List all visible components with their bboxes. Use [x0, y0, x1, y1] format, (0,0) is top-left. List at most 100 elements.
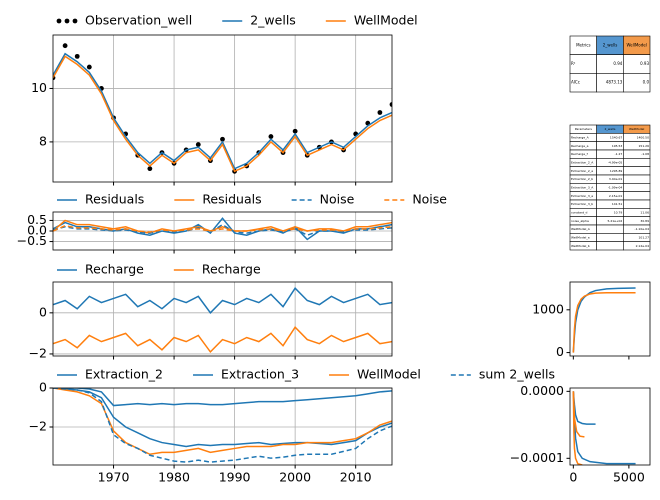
table-cell [623, 73, 651, 93]
table-cell [623, 199, 651, 209]
series-line [572, 391, 596, 425]
panel: 0.0000 −0.0001 0 5000 [510, 383, 651, 485]
table-cell [596, 224, 624, 234]
plot-area [53, 217, 392, 241]
legend-dot [56, 18, 62, 24]
table-cell-text: 1540.67 [610, 136, 622, 140]
axes-frame [52, 211, 393, 251]
table-cell [623, 166, 651, 176]
table-cell-text: Recharge_A [571, 136, 590, 140]
table-cell [596, 241, 624, 251]
y-tick-label: 0 [39, 304, 47, 319]
table-cell-text: -1.08 [641, 152, 649, 156]
table-cell-text: -1.10e-04 [634, 227, 649, 231]
table-header-text: 2_wells [605, 127, 616, 131]
table-cell-text: Recharge_a [571, 144, 589, 148]
series-line [53, 52, 392, 170]
table-cell [623, 158, 651, 167]
y-tick-label: 10 [31, 80, 47, 95]
y-tick-label: 0.5 [27, 212, 47, 227]
legend-label: Extraction_3 [221, 367, 299, 382]
series-line [53, 326, 392, 354]
series-line [572, 291, 636, 353]
legend-label: 2_wells [250, 13, 296, 28]
table-cell-text: 30.89 [640, 219, 649, 223]
y-tick-label: 1000 [532, 301, 564, 316]
table-cell-text: 5.21e+02 [607, 219, 622, 223]
plot-area [53, 43, 392, 174]
axes-frame [569, 281, 651, 357]
axes-frame [52, 34, 393, 183]
observation-dot [377, 110, 383, 115]
series-line [572, 391, 583, 465]
panel: 0 1000 [532, 281, 651, 360]
y-tick-label: 0 [39, 380, 47, 395]
observation-dot [74, 53, 80, 59]
panel: 0.50.0−0.5 Residuals Residuals Noise Noise [17, 192, 447, 254]
table-cell-text: 195.53 [612, 144, 623, 148]
table-cell-text: -1.27 [615, 152, 623, 156]
table-cell-text: -4.99e-05 [608, 161, 623, 165]
table-header-text: WellModel [629, 127, 644, 131]
legend-label: Residuals [85, 192, 144, 207]
table-cell-text: 4873.13 [606, 80, 623, 85]
table-cell-text: 101.27 [639, 236, 650, 240]
table-cell-text: 0.0 [643, 80, 650, 85]
x-tick-label: 0 [569, 470, 577, 485]
series-line [53, 219, 392, 234]
legend-label: Observation_well [85, 13, 192, 28]
table-header-text: Metrics [576, 42, 591, 47]
legend-dot [72, 18, 78, 24]
observation-dot [292, 128, 298, 134]
observation-dot [220, 136, 225, 142]
legend-label: WellModel [357, 367, 421, 382]
legend-dot [64, 18, 70, 24]
x-tick-label: 1980 [158, 470, 190, 485]
observation-dot [268, 134, 274, 139]
table-cell-text: Extraction_3_A [571, 186, 594, 190]
legend-label: Residuals [202, 192, 261, 207]
legend-label: Noise [412, 192, 447, 207]
plot-area [572, 391, 636, 465]
observation-dot [62, 43, 68, 49]
y-tick-label: −0.0001 [510, 450, 564, 465]
table-cell-text: AICc [571, 80, 580, 85]
table-cell-text: constant_d [571, 211, 588, 215]
table-cell-text: WellModel_A [571, 227, 591, 231]
series-line [572, 391, 636, 465]
y-tick-label: −2 [29, 418, 47, 433]
series-line [572, 391, 585, 438]
plot-area [572, 287, 636, 353]
y-tick-label: 8 [39, 133, 47, 148]
table-cell-text: Recharge_f [571, 152, 589, 156]
legend-label: Recharge [85, 262, 144, 277]
series-line [53, 224, 392, 233]
series-line [53, 388, 392, 463]
table-cell-text: -1.09e-04 [608, 186, 623, 190]
table-cell-text: 141.51 [612, 202, 623, 206]
table-cell-text: Extraction_3_b [571, 202, 593, 206]
plot-area [53, 388, 392, 463]
x-tick-label: 2000 [279, 470, 311, 485]
table-cell [623, 241, 651, 251]
legend-label: Extraction_2 [85, 367, 163, 382]
table-cell [623, 191, 651, 201]
x-tick-label: 2010 [340, 470, 372, 485]
table-cell-text: 0.93 [640, 61, 649, 66]
axes-frame [52, 387, 393, 466]
table-cell-text: 11.06 [640, 211, 649, 215]
table-cell-text: 3.40e-01 [609, 177, 623, 181]
table-cell-text: Extraction_3_a [571, 194, 593, 198]
series-line [53, 388, 392, 448]
legend-label: Recharge [202, 262, 261, 277]
table-cell-text: WellModel_b [571, 244, 590, 248]
table-cell-text: 1295.89 [610, 169, 622, 173]
legend-label: sum 2_wells [479, 367, 555, 382]
table-cell-text: 1400.50 [637, 136, 649, 140]
table-header-text: Parameters [575, 127, 593, 131]
table-cell [596, 233, 624, 242]
series-line [53, 286, 392, 314]
table: Metrics 2_wells WellModel R² 0.94 0.93 AICc 487… [569, 35, 651, 93]
series-line [53, 223, 392, 237]
x-tick-label: 1970 [98, 470, 130, 485]
